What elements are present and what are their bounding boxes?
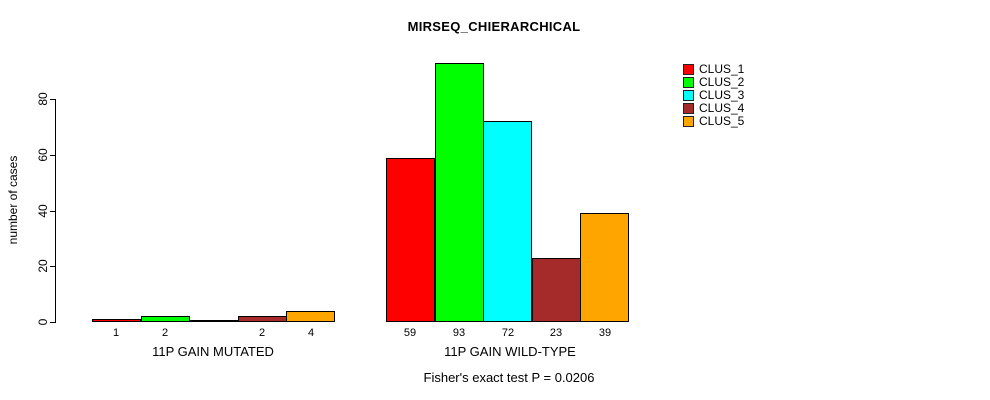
legend-item: CLUS_1 bbox=[683, 63, 744, 76]
bar-clus-4-wild-type bbox=[532, 258, 581, 322]
legend-label: CLUS_5 bbox=[699, 114, 745, 128]
legend-item: CLUS_5 bbox=[683, 115, 744, 128]
bar-clus-2-mutated bbox=[141, 316, 190, 322]
y-axis-tick-label: 80 bbox=[36, 92, 50, 106]
bar-value-label: 59 bbox=[403, 327, 417, 339]
y-axis-tick bbox=[50, 322, 55, 323]
legend-item: CLUS_3 bbox=[683, 89, 744, 102]
y-axis-tick bbox=[50, 266, 55, 267]
y-axis-tick-label: 0 bbox=[36, 318, 50, 326]
legend-swatch-clus-4 bbox=[683, 103, 694, 114]
y-axis-tick bbox=[50, 155, 55, 156]
legend-label: CLUS_3 bbox=[699, 88, 745, 102]
bar-value-label: 39 bbox=[598, 327, 612, 339]
bar-clus-1-mutated bbox=[92, 319, 141, 322]
legend-label: CLUS_1 bbox=[699, 62, 745, 76]
legend-label: CLUS_4 bbox=[699, 101, 745, 115]
bar-value-label: 72 bbox=[501, 327, 515, 339]
y-axis-tick-label: 40 bbox=[36, 204, 50, 218]
y-axis-line bbox=[55, 99, 56, 323]
y-axis-tick bbox=[50, 211, 55, 212]
legend-swatch-clus-3 bbox=[683, 90, 694, 101]
y-axis-tick bbox=[50, 99, 55, 100]
group-label-mutated: 11P GAIN MUTATED bbox=[152, 344, 274, 359]
bar-value-label: 4 bbox=[307, 327, 315, 339]
legend-swatch-clus-2 bbox=[683, 77, 694, 88]
bar-clus-3-mutated bbox=[189, 320, 238, 322]
bar-value-label: 2 bbox=[258, 327, 266, 339]
legend-swatch-clus-1 bbox=[683, 64, 694, 75]
bar-clus-1-wild-type bbox=[386, 158, 435, 322]
y-axis-tick-label: 60 bbox=[36, 148, 50, 162]
legend-item: CLUS_2 bbox=[683, 76, 744, 89]
legend-swatch-clus-5 bbox=[683, 116, 694, 127]
legend-label: CLUS_2 bbox=[699, 75, 745, 89]
bar-value-label: 2 bbox=[161, 327, 169, 339]
y-axis-tick-label: 20 bbox=[36, 259, 50, 273]
y-axis-title: number of cases bbox=[6, 155, 20, 245]
legend-item: CLUS_4 bbox=[683, 102, 744, 115]
bar-clus-4-mutated bbox=[238, 316, 287, 322]
legend: CLUS_1 CLUS_2 CLUS_3 CLUS_4 CLUS_5 bbox=[683, 63, 744, 128]
bar-clus-2-wild-type bbox=[435, 63, 484, 322]
bar-clus-5-wild-type bbox=[580, 213, 629, 322]
bar-value-label: 93 bbox=[452, 327, 466, 339]
group-label-wild-type: 11P GAIN WILD-TYPE bbox=[444, 344, 576, 359]
fisher-test-annotation: Fisher's exact test P = 0.0206 bbox=[423, 370, 595, 385]
bar-clus-5-mutated bbox=[286, 311, 335, 322]
bar-value-label: 1 bbox=[112, 327, 120, 339]
bar-value-label: 23 bbox=[549, 327, 563, 339]
bar-clus-3-wild-type bbox=[483, 121, 532, 322]
chart-title: MIRSEQ_CHIERARCHICAL bbox=[407, 19, 581, 34]
